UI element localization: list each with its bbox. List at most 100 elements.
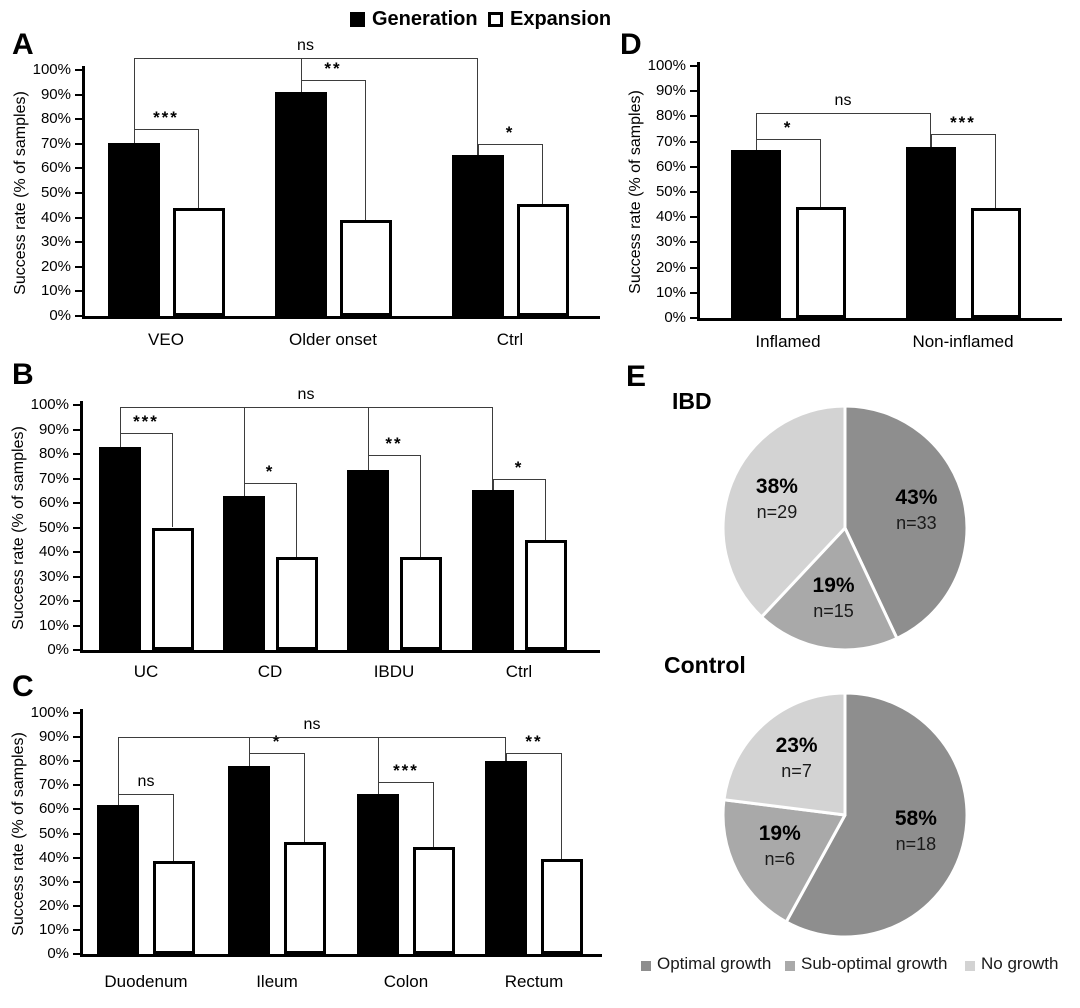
y-tick-label: 30% [40,233,71,251]
bar-expansion-IBDU [399,556,442,650]
sig-bracket-line [930,134,996,136]
pie-slice-n-label: n=29 [756,502,798,523]
bar-expansion-Older onset [339,220,392,316]
pie-slice-optimal-growth [843,404,969,640]
y-tick-mark [75,142,82,145]
sig-bracket-line [364,79,366,221]
y-tick-label: 10% [38,616,69,634]
y-tick-label: 50% [38,518,69,536]
y-tick-label: 70% [655,132,686,150]
y-tick-label: 40% [655,208,686,226]
sig-label: *** [153,108,179,128]
y-tick-mark [690,191,697,193]
y-tick-mark [73,832,80,835]
y-tick-mark [690,291,697,294]
y-tick-label: 60% [40,159,71,177]
y-tick-label: 10% [655,283,686,301]
overall-sig-label: ns [297,386,315,404]
y-tick-mark [73,904,80,907]
overall-sig-label: ns [834,91,852,109]
bar-expansion-Ileum [284,841,326,954]
bar-expansion-VEO [172,207,225,316]
pie-slice-n-label: n=15 [813,601,854,622]
legend-generation-label: Generation [372,8,478,30]
sig-label: * [272,731,282,751]
y-tick-mark [73,808,80,811]
x-category-label: CD [257,662,283,681]
sig-bracket-line [133,129,199,131]
y-tick-label: 40% [40,208,71,226]
y-tick-mark [73,428,80,431]
pie-slice-n-label: n=33 [896,513,937,534]
y-tick-label: 0% [49,307,71,324]
y-tick-label: 90% [655,82,686,100]
y-tick-label: 0% [47,945,69,962]
sig-bracket-line [171,433,173,528]
bar-expansion-Rectum [541,858,583,954]
bar-expansion-CD [275,556,318,650]
sig-bracket-line [304,752,305,842]
pie-slice-sub-optimal-growth [759,526,899,652]
x-category-label: VEO [148,330,184,349]
sig-label: * [505,122,515,142]
y-tick-mark [75,118,82,121]
x-category-label: Colon [383,972,429,991]
sig-bracket-line [419,455,421,557]
overall-bracket-line [118,737,119,805]
x-category-label: Duodenum [104,972,188,991]
y-axis-line [697,62,700,321]
sig-bracket-line [506,752,507,762]
y-axis-line [82,66,85,319]
pie-slice-no-growth [722,691,847,817]
y-tick-label: 100% [30,396,69,413]
x-category-label: UC [133,662,159,681]
x-category-label: Older onset [289,330,377,349]
y-tick-label: 20% [38,896,69,914]
sig-bracket-line [243,483,297,485]
y-tick-mark [690,216,697,219]
sig-bracket-line [477,143,479,155]
y-tick-label: 60% [38,800,69,818]
pie-slice-n-label: n=7 [781,761,812,782]
sig-bracket-line [930,134,932,147]
y-axis-line [80,709,83,957]
y-tick-mark [73,784,80,787]
sig-label: * [265,462,275,482]
pie-slice-optimal-growth [784,691,969,939]
pie-slice-pct-label: 23% [775,734,818,758]
x-axis-line [82,316,600,319]
y-tick-label: 100% [30,704,69,721]
bar-expansion-Ctrl [516,204,569,316]
y-tick-label: 70% [38,469,69,487]
bar-generation-IBDU [346,469,389,650]
overall-bracket-line [491,407,493,490]
pie-legend-label: No growth [981,954,1059,973]
pie-chart-E1 [721,404,969,652]
y-tick-mark [73,453,80,455]
overall-sig-label: ns [297,36,314,54]
sub-optimal-growth-swatch-icon [785,961,795,971]
sig-bracket-line [119,433,173,435]
sig-bracket-line [994,134,996,209]
sig-label: * [783,118,793,138]
sig-bracket-line [249,752,305,754]
pie-slice-no-growth [721,404,847,619]
y-tick-mark [75,69,82,71]
overall-bracket-line [243,407,245,496]
pie-legend-label: Sub-optimal growth [801,954,948,973]
y-tick-label: 30% [655,233,686,251]
legend-expansion-label: Expansion [510,8,612,30]
pie-slice-sub-optimal-growth [721,798,847,924]
y-tick-label: 90% [38,728,69,746]
bar-generation-Rectum [485,761,527,954]
y-tick-mark [73,856,80,859]
y-tick-mark [690,140,697,143]
y-tick-mark [75,93,82,96]
y-tick-mark [690,165,697,168]
bar-expansion-Inflamed [795,207,846,318]
bar-generation-Older onset [274,92,327,316]
overall-bracket-line [133,57,135,143]
x-category-label: Ctrl [505,662,533,681]
overall-bracket-line [505,737,506,762]
